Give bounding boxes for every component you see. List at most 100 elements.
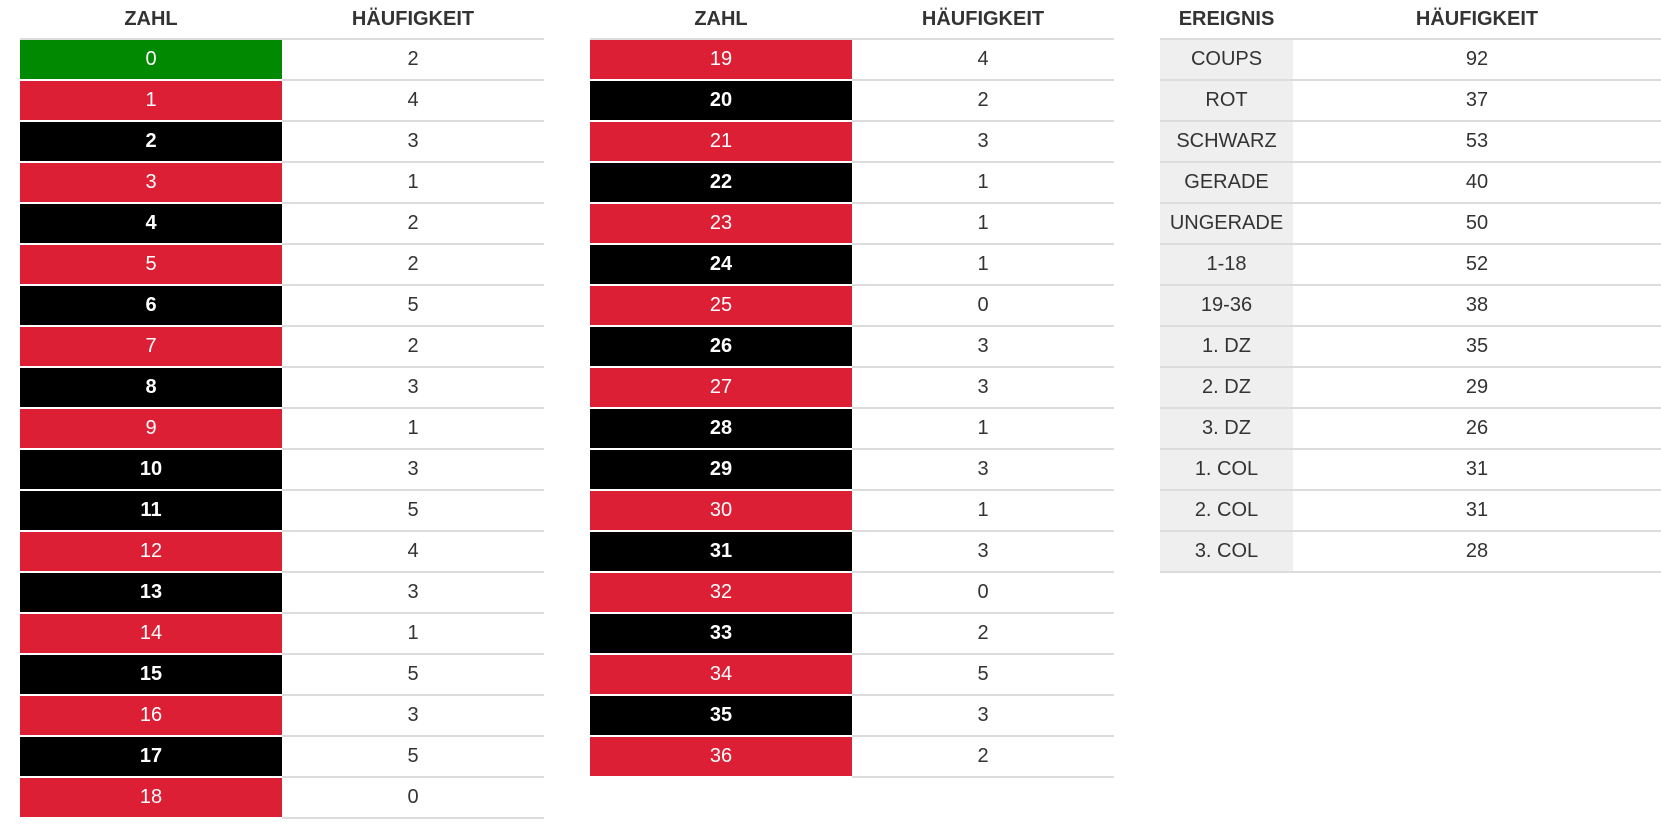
number-cell-red: 12 [20,531,282,573]
table-row: 1. COL 31 [1160,449,1661,491]
table-row: 2. DZ 29 [1160,367,1661,409]
frequency-cell: 3 [282,367,544,409]
number-cell-black: 4 [20,203,282,245]
event-label-cell: COUPS [1160,39,1293,81]
number-cell-black: 15 [20,654,282,696]
frequency-cell: 4 [282,531,544,573]
frequency-cell: 2 [282,39,544,81]
column-header-frequency: HÄUFIGKEIT [282,0,544,40]
event-label-cell: 19-36 [1160,285,1293,327]
frequency-cell: 1 [282,613,544,655]
table-header-row: EREIGNIS HÄUFIGKEIT [1160,0,1661,40]
number-cell-green: 0 [20,39,282,81]
event-label-cell: 3. COL [1160,531,1293,573]
frequency-cell: 52 [1293,244,1661,286]
frequency-cell: 26 [1293,408,1661,450]
event-label-cell: GERADE [1160,162,1293,204]
number-cell-red: 1 [20,80,282,122]
column-header-event: EREIGNIS [1160,0,1293,40]
number-cell-red: 19 [590,39,852,81]
events-table: EREIGNIS HÄUFIGKEIT COUPS 92 ROT 37 SCHWARZ 5… [1160,0,1661,573]
table-row: 28 1 [590,408,1114,450]
table-row: 30 1 [590,490,1114,532]
table-row: 13 3 [20,572,544,614]
frequency-cell: 40 [1293,162,1661,204]
table-row: 3. DZ 26 [1160,408,1661,450]
table-row: 22 1 [590,162,1114,204]
table-row: 19 4 [590,39,1114,81]
frequency-cell: 5 [282,285,544,327]
number-cell-black: 6 [20,285,282,327]
frequency-cell: 3 [282,449,544,491]
number-cell-black: 17 [20,736,282,778]
number-cell-black: 11 [20,490,282,532]
table-row: 11 5 [20,490,544,532]
frequency-cell: 2 [852,613,1114,655]
frequency-cell: 29 [1293,367,1661,409]
frequency-cell: 5 [852,654,1114,696]
frequency-cell: 3 [852,531,1114,573]
number-cell-black: 13 [20,572,282,614]
event-label-cell: SCHWARZ [1160,121,1293,163]
frequency-cell: 3 [852,367,1114,409]
frequency-cell: 3 [852,326,1114,368]
table-row: 23 1 [590,203,1114,245]
number-cell-red: 5 [20,244,282,286]
table-row: 27 3 [590,367,1114,409]
frequency-cell: 28 [1293,531,1661,573]
number-cell-red: 36 [590,736,852,778]
number-cell-red: 9 [20,408,282,450]
event-label-cell: 3. DZ [1160,408,1293,450]
number-cell-black: 26 [590,326,852,368]
frequency-cell: 53 [1293,121,1661,163]
frequency-cell: 4 [282,80,544,122]
frequency-cell: 4 [852,39,1114,81]
table-row: 15 5 [20,654,544,696]
frequency-cell: 2 [852,736,1114,778]
number-cell-red: 3 [20,162,282,204]
number-cell-black: 29 [590,449,852,491]
table-header-row: ZAHL HÄUFIGKEIT [590,0,1114,40]
frequency-cell: 3 [282,121,544,163]
number-cell-red: 25 [590,285,852,327]
number-cell-red: 32 [590,572,852,614]
frequency-cell: 50 [1293,203,1661,245]
frequency-cell: 1 [282,408,544,450]
frequency-cell: 1 [282,162,544,204]
event-label-cell: UNGERADE [1160,203,1293,245]
table-row: 1. DZ 35 [1160,326,1661,368]
frequency-cell: 5 [282,490,544,532]
table-header-row: ZAHL HÄUFIGKEIT [20,0,544,40]
table-row: 33 2 [590,613,1114,655]
column-header-frequency: HÄUFIGKEIT [852,0,1114,40]
table-row: ROT 37 [1160,80,1661,122]
frequency-cell: 3 [852,695,1114,737]
number-cell-red: 30 [590,490,852,532]
frequency-cell: 35 [1293,326,1661,368]
frequency-cell: 31 [1293,449,1661,491]
frequency-cell: 31 [1293,490,1661,532]
table-row: 14 1 [20,613,544,655]
table-row: 3. COL 28 [1160,531,1661,573]
frequency-cell: 3 [852,121,1114,163]
table-row: 10 3 [20,449,544,491]
number-cell-black: 28 [590,408,852,450]
table-row: 1-18 52 [1160,244,1661,286]
number-cell-red: 34 [590,654,852,696]
frequency-cell: 0 [852,572,1114,614]
event-label-cell: 1. DZ [1160,326,1293,368]
table-row: 20 2 [590,80,1114,122]
number-cell-red: 27 [590,367,852,409]
number-cell-red: 23 [590,203,852,245]
number-cell-black: 20 [590,80,852,122]
table-row: UNGERADE 50 [1160,203,1661,245]
table-row: SCHWARZ 53 [1160,121,1661,163]
frequency-cell: 1 [852,244,1114,286]
number-cell-black: 10 [20,449,282,491]
frequency-cell: 0 [852,285,1114,327]
